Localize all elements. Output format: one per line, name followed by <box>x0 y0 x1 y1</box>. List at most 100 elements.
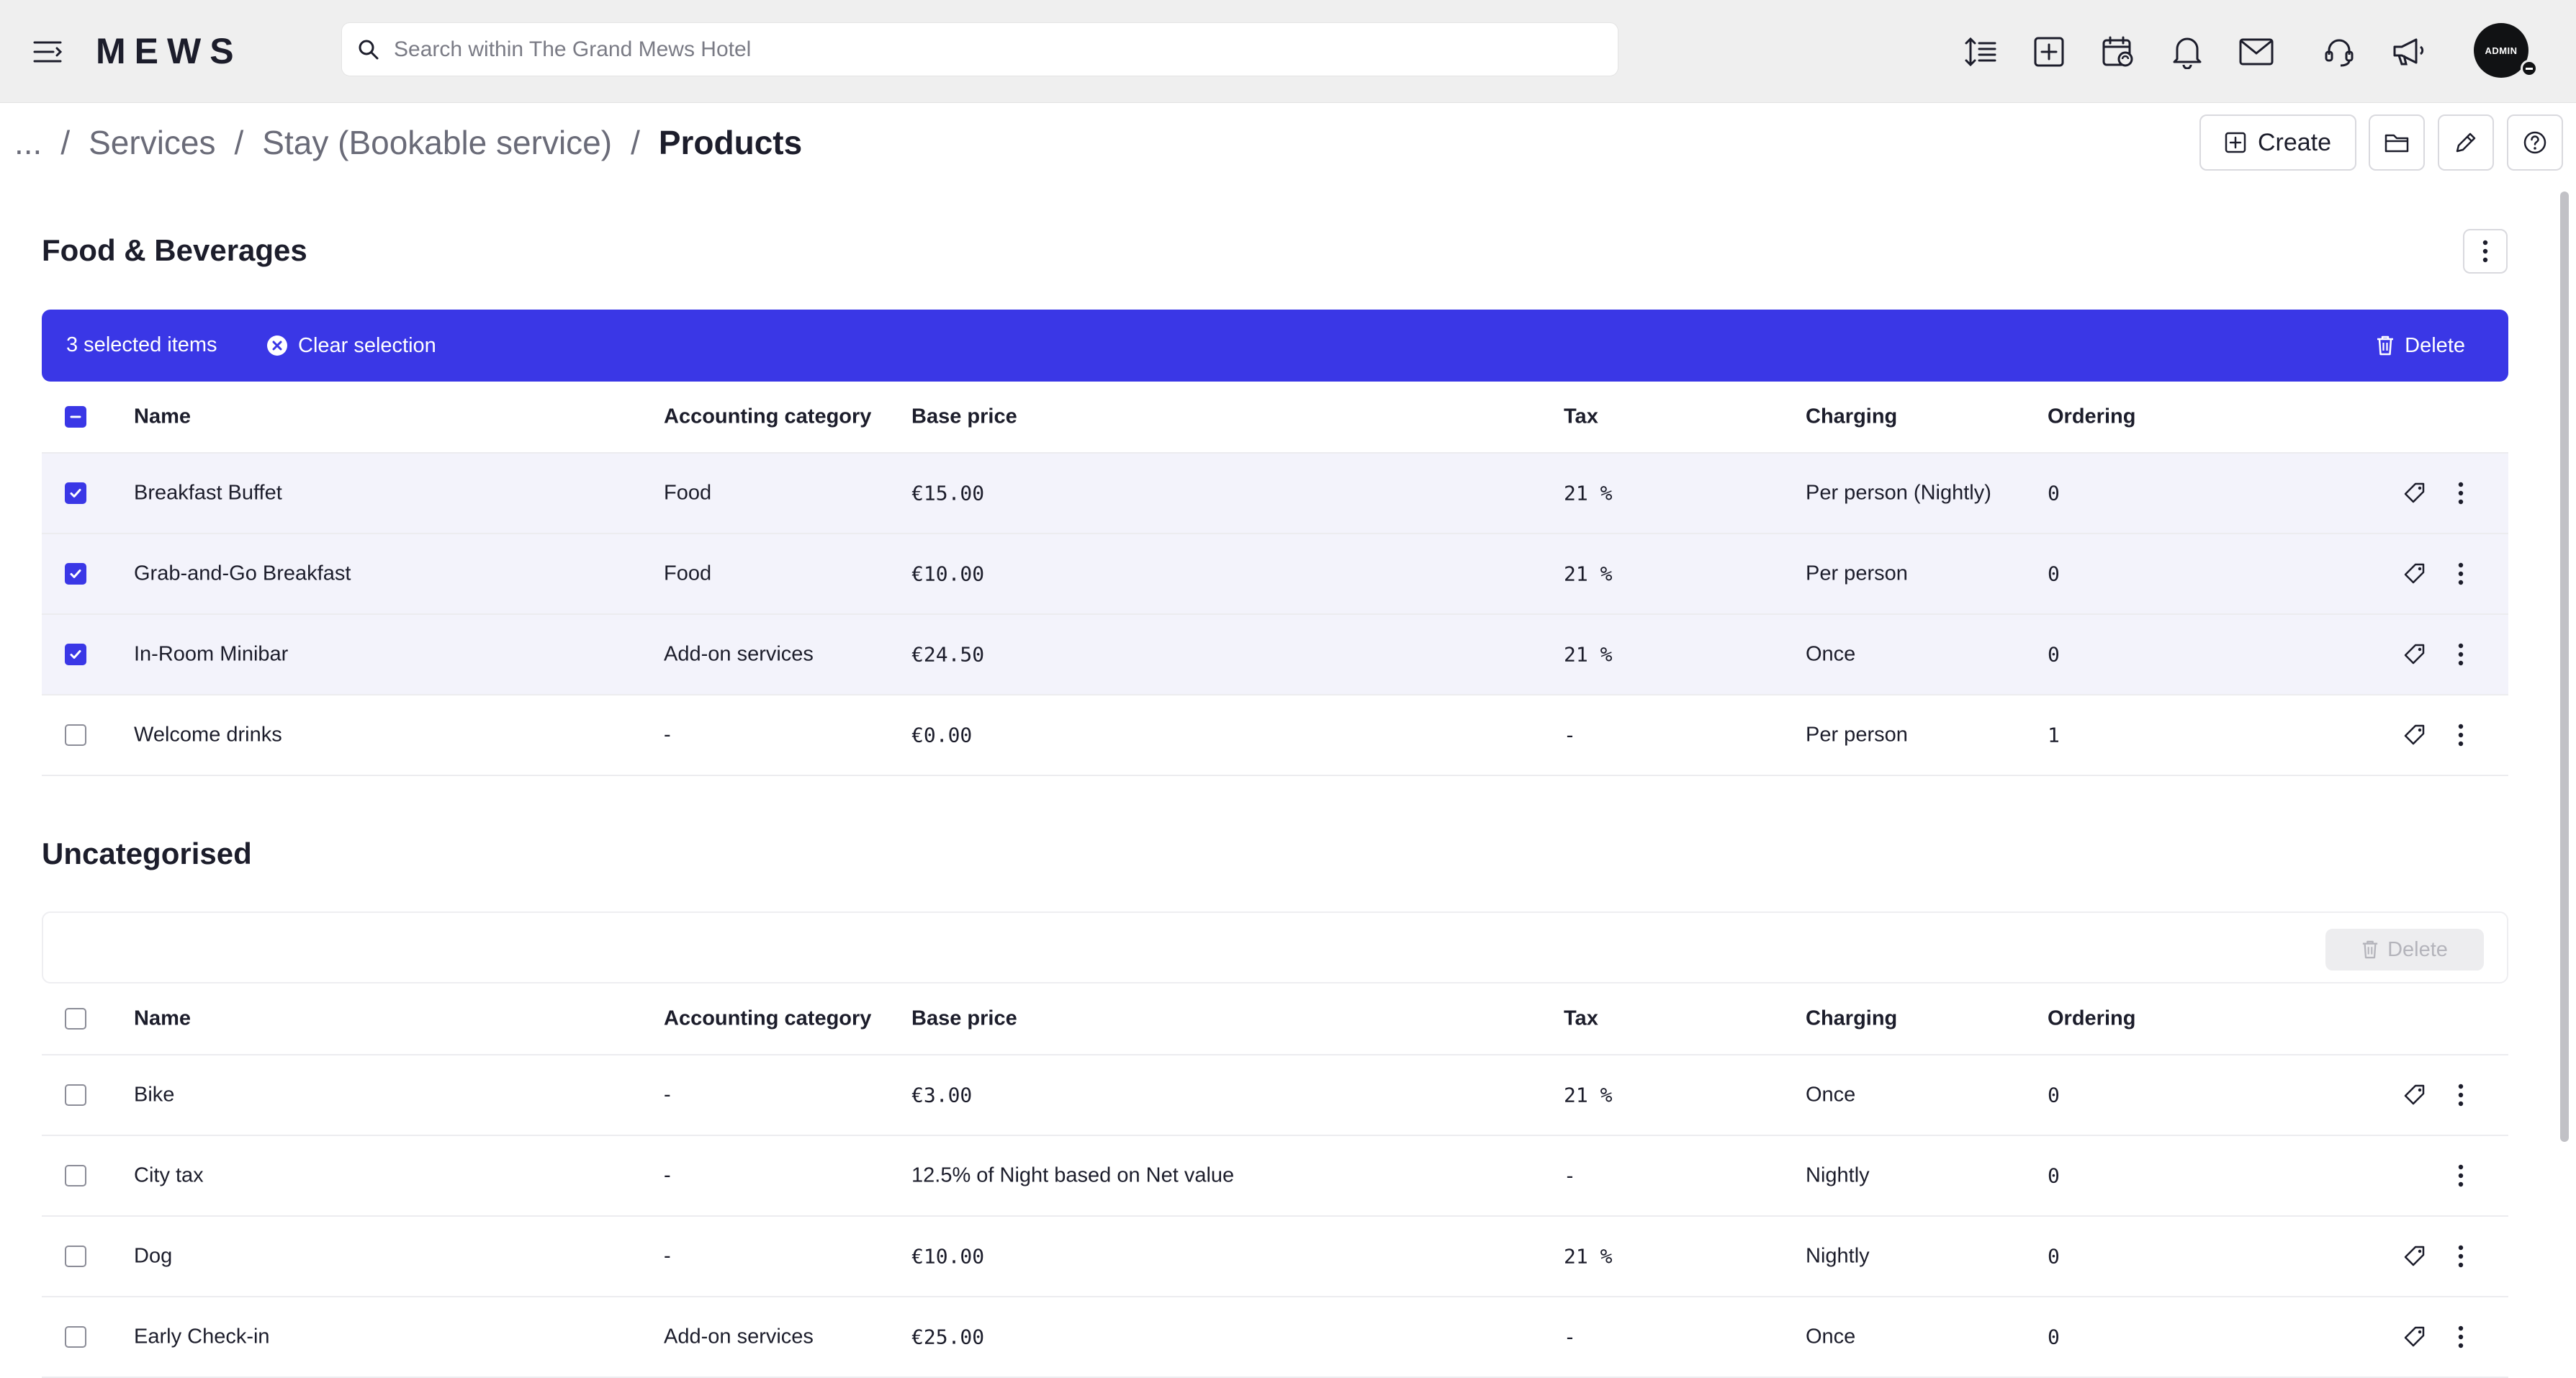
breadcrumb-ellipsis[interactable]: ... <box>14 124 42 161</box>
section-title-food-beverages: Food & Beverages <box>42 233 307 267</box>
cell-base-price: €25.00 <box>911 1325 985 1349</box>
bell-icon[interactable] <box>2163 28 2211 76</box>
cell-tax: 21 % <box>1564 1083 1613 1107</box>
calendar-sync-icon[interactable] <box>2094 28 2142 76</box>
select-all-checkbox[interactable] <box>65 406 86 428</box>
section-more-button[interactable] <box>2463 229 2508 274</box>
cell-tax: 21 % <box>1564 562 1613 586</box>
cell-name: Grab-and-Go Breakfast <box>134 562 351 585</box>
select-all-checkbox[interactable] <box>65 1008 86 1030</box>
cell-tax: - <box>1564 723 1576 747</box>
column-header-base-price[interactable]: Base price <box>911 405 1017 428</box>
column-header-tax[interactable]: Tax <box>1564 1007 1598 1030</box>
tag-icon[interactable] <box>2397 557 2432 591</box>
headset-support-icon[interactable] <box>2315 28 2363 76</box>
row-checkbox[interactable] <box>65 1084 86 1106</box>
cell-ordering: 0 <box>2048 481 2060 505</box>
cell-charging: Per person (Nightly) <box>1806 481 1991 505</box>
cell-accounting-category: - <box>664 1163 671 1187</box>
more-vertical-icon[interactable] <box>2444 637 2478 672</box>
tag-icon[interactable] <box>2397 1320 2432 1354</box>
add-box-icon <box>2225 132 2246 153</box>
more-vertical-icon[interactable] <box>2444 1239 2478 1274</box>
section-title-uncategorised: Uncategorised <box>42 837 252 870</box>
cell-base-price: €3.00 <box>911 1083 973 1107</box>
selection-bar: 3 selected items Clear selection Delete <box>42 310 2508 382</box>
table-row[interactable]: Welcome drinks - €0.00 - Per person 1 <box>42 695 2508 776</box>
breadcrumb-services[interactable]: Services <box>89 124 216 161</box>
cell-name: Bike <box>134 1083 175 1107</box>
row-checkbox[interactable] <box>65 563 86 585</box>
cell-accounting-category: Add-on services <box>664 642 814 666</box>
sort-lines-icon[interactable] <box>1957 28 2004 76</box>
row-checkbox[interactable] <box>65 1246 86 1267</box>
mews-logo[interactable]: MEWS <box>96 31 243 71</box>
clear-selection-button[interactable]: Clear selection <box>266 325 436 366</box>
menu-icon[interactable] <box>27 34 68 70</box>
more-vertical-icon[interactable] <box>2444 1158 2478 1193</box>
table-row[interactable]: Breakfast Buffet Food €15.00 21 % Per person… <box>42 454 2508 534</box>
avatar[interactable]: ADMIN <box>2474 23 2528 78</box>
folder-button[interactable] <box>2369 114 2425 171</box>
column-header-accounting-category[interactable]: Accounting category <box>664 405 872 428</box>
column-header-base-price[interactable]: Base price <box>911 1007 1017 1030</box>
table-row[interactable]: In-Room Minibar Add-on services €24.50 21 %… <box>42 615 2508 695</box>
column-header-charging[interactable]: Charging <box>1806 1007 1898 1030</box>
search-box[interactable] <box>341 22 1618 76</box>
cell-charging: Once <box>1806 1325 1856 1348</box>
create-button[interactable]: Create <box>2199 114 2356 171</box>
cell-name: Dog <box>134 1244 173 1268</box>
delete-label: Delete <box>2405 333 2465 357</box>
row-checkbox[interactable] <box>65 482 86 504</box>
cell-name: In-Room Minibar <box>134 642 289 666</box>
tag-icon[interactable] <box>2397 1078 2432 1112</box>
help-button[interactable] <box>2507 114 2563 171</box>
mail-icon[interactable] <box>2233 28 2280 76</box>
cell-ordering: 0 <box>2048 642 2060 667</box>
cell-charging: Nightly <box>1806 1244 1870 1268</box>
table-row[interactable]: City tax - 12.5% of Night based on Net val… <box>42 1136 2508 1217</box>
row-checkbox[interactable] <box>65 1326 86 1348</box>
more-vertical-icon[interactable] <box>2444 718 2478 752</box>
search-input[interactable] <box>392 36 1547 63</box>
top-bar: MEWS ADMIN <box>0 0 2576 103</box>
delete-button-disabled: Delete <box>2325 929 2484 971</box>
more-vertical-icon[interactable] <box>2444 476 2478 510</box>
tag-icon[interactable] <box>2397 718 2432 752</box>
cell-ordering: 0 <box>2048 1244 2060 1269</box>
more-vertical-icon[interactable] <box>2444 1320 2478 1354</box>
more-vertical-icon[interactable] <box>2444 557 2478 591</box>
megaphone-icon[interactable] <box>2384 28 2432 76</box>
table-row[interactable]: Dog - €10.00 21 % Nightly 0 <box>42 1217 2508 1297</box>
cell-charging: Once <box>1806 1083 1856 1107</box>
page-scrollbar[interactable] <box>2560 192 2569 1142</box>
table-row[interactable]: Grab-and-Go Breakfast Food €10.00 21 % Per p… <box>42 534 2508 615</box>
column-header-ordering[interactable]: Ordering <box>2048 1007 2136 1030</box>
delete-selected-button[interactable]: Delete <box>2376 325 2465 366</box>
breadcrumb-stay-service[interactable]: Stay (Bookable service) <box>262 124 613 161</box>
cell-accounting-category: Food <box>664 481 712 505</box>
row-checkbox[interactable] <box>65 1165 86 1186</box>
cell-charging: Once <box>1806 642 1856 666</box>
add-box-icon[interactable] <box>2025 28 2073 76</box>
trash-icon <box>2377 336 2394 356</box>
products-table-uncategorised: Name Accounting category Base price Tax Char… <box>42 983 2508 1378</box>
table-row[interactable]: Bike - €3.00 21 % Once 0 <box>42 1055 2508 1136</box>
tag-icon[interactable] <box>2397 476 2432 510</box>
column-header-name[interactable]: Name <box>134 405 191 428</box>
column-header-accounting-category[interactable]: Accounting category <box>664 1007 872 1030</box>
table-row[interactable]: Early Check-in Add-on services €25.00 - Once… <box>42 1297 2508 1378</box>
more-vertical-icon[interactable] <box>2444 1078 2478 1112</box>
edit-button[interactable] <box>2438 114 2494 171</box>
column-header-ordering[interactable]: Ordering <box>2048 405 2136 428</box>
row-checkbox[interactable] <box>65 724 86 746</box>
row-checkbox[interactable] <box>65 644 86 665</box>
column-header-name[interactable]: Name <box>134 1007 191 1030</box>
cell-tax: 21 % <box>1564 642 1613 667</box>
tag-icon[interactable] <box>2397 1239 2432 1274</box>
column-header-charging[interactable]: Charging <box>1806 405 1898 428</box>
column-header-tax[interactable]: Tax <box>1564 405 1598 428</box>
cell-ordering: 0 <box>2048 562 2060 586</box>
help-icon <box>2523 131 2546 154</box>
tag-icon[interactable] <box>2397 637 2432 672</box>
